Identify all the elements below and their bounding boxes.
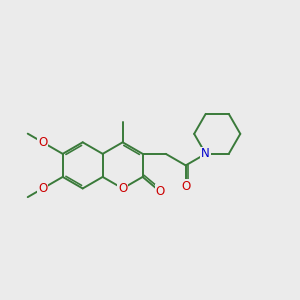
Text: O: O	[181, 180, 190, 193]
Text: O: O	[38, 136, 47, 149]
Text: N: N	[201, 147, 210, 160]
Text: O: O	[38, 182, 47, 195]
Text: O: O	[156, 185, 165, 198]
Text: O: O	[118, 182, 127, 195]
